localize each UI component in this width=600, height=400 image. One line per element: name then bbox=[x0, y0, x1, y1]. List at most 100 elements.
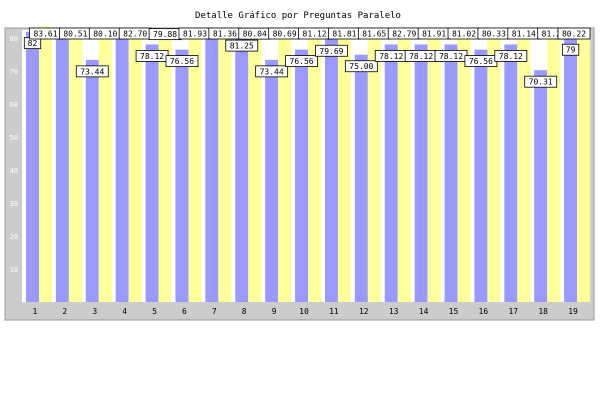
x-axis-labels: 1 2 3 4 5 6 7 8 9 10 11 12 13 14 15 16 17 18 19 bbox=[33, 307, 579, 316]
svg-text:80.22: 80.22 bbox=[562, 30, 586, 39]
data-label-series1-cat-9: 73.44 bbox=[255, 65, 289, 78]
bar-series2-cat-13 bbox=[397, 29, 411, 302]
data-label-series1-cat-12: 75.00 bbox=[344, 60, 378, 73]
x-tick-label-19: 19 bbox=[568, 307, 578, 316]
data-label-series2-cat-11: 81.81 bbox=[328, 27, 361, 40]
data-label-series2-cat-1: 83.61 bbox=[29, 27, 62, 40]
bars bbox=[26, 26, 591, 303]
bar-series2-cat-12 bbox=[367, 32, 381, 302]
svg-text:80.33: 80.33 bbox=[482, 30, 506, 39]
data-label-series1-cat-10: 76.56 bbox=[285, 55, 318, 67]
svg-text:81.93: 81.93 bbox=[183, 30, 207, 39]
svg-text:81.36: 81.36 bbox=[213, 30, 237, 39]
bar-series1-cat-11 bbox=[324, 39, 338, 302]
data-label-series2-cat-17: 81.14 bbox=[507, 27, 541, 40]
svg-text:81.65: 81.65 bbox=[362, 30, 386, 39]
svg-text:80.51: 80.51 bbox=[63, 30, 87, 39]
svg-text:73.44: 73.44 bbox=[80, 67, 104, 76]
x-tick-label-4: 4 bbox=[122, 307, 127, 316]
x-tick-label-7: 7 bbox=[212, 307, 217, 316]
x-tick-label-13: 13 bbox=[389, 307, 399, 316]
data-labels: 82 73.44 78.12 76.56 81.25 73.44 76.56 79.69 75.… bbox=[23, 27, 591, 88]
x-tick-label-1: 1 bbox=[33, 307, 38, 316]
y-tick-label: 50 bbox=[10, 134, 18, 142]
data-label-series1-cat-19: 79 bbox=[562, 43, 580, 56]
svg-text:81.12: 81.12 bbox=[303, 30, 327, 39]
data-label-series2-cat-6: 81.93 bbox=[178, 27, 212, 40]
y-tick-label: 80 bbox=[10, 35, 18, 43]
data-label-series2-cat-19: 80.22 bbox=[557, 27, 591, 40]
svg-text:79.88: 79.88 bbox=[153, 30, 177, 39]
bar-series1-cat-18 bbox=[534, 70, 548, 302]
svg-text:82.79: 82.79 bbox=[392, 30, 416, 39]
x-tick-label-14: 14 bbox=[419, 307, 429, 316]
bar-series1-cat-7 bbox=[205, 33, 219, 302]
y-axis-ticks: 10 20 30 40 50 60 70 80 bbox=[10, 35, 18, 274]
bar-series2-cat-18 bbox=[547, 34, 561, 302]
svg-text:78.12: 78.12 bbox=[379, 52, 403, 61]
data-label-series2-cat-16: 80.33 bbox=[477, 27, 511, 40]
data-label-series2-cat-12: 81.65 bbox=[357, 27, 391, 40]
svg-text:79.69: 79.69 bbox=[319, 47, 343, 56]
svg-text:80.10: 80.10 bbox=[93, 30, 117, 39]
bar-series1-cat-2 bbox=[55, 34, 69, 302]
svg-text:79: 79 bbox=[566, 46, 576, 55]
x-tick-label-8: 8 bbox=[242, 307, 247, 316]
data-label-series2-cat-14: 81.91 bbox=[417, 27, 451, 40]
data-label-series2-cat-7: 81.36 bbox=[208, 27, 242, 40]
svg-text:81.91: 81.91 bbox=[422, 30, 446, 39]
data-label-series2-cat-15: 81.02 bbox=[447, 27, 481, 40]
svg-text:81.81: 81.81 bbox=[332, 30, 356, 39]
y-tick-label: 10 bbox=[10, 266, 18, 274]
bar-series2-cat-4 bbox=[128, 29, 142, 302]
data-label-series2-cat-13: 82.79 bbox=[387, 27, 421, 40]
bar-series2-cat-1 bbox=[39, 26, 52, 303]
svg-text:76.56: 76.56 bbox=[170, 57, 194, 66]
bar-series1-cat-8 bbox=[235, 34, 249, 302]
data-label-series1-cat-6: 76.56 bbox=[165, 55, 199, 67]
data-label-series2-cat-2: 80.51 bbox=[58, 27, 92, 40]
svg-text:73.44: 73.44 bbox=[260, 67, 284, 76]
x-tick-label-6: 6 bbox=[182, 307, 187, 316]
bar-series1-cat-5 bbox=[145, 44, 159, 302]
data-label-series1-cat-15: 78.12 bbox=[434, 50, 468, 62]
bar-series1-cat-14 bbox=[414, 44, 428, 302]
x-tick-label-17: 17 bbox=[508, 307, 518, 316]
bar-series1-cat-1 bbox=[26, 31, 39, 302]
y-tick-label: 20 bbox=[10, 233, 18, 241]
svg-text:78.12: 78.12 bbox=[439, 52, 463, 61]
data-label-series1-cat-17: 78.12 bbox=[494, 50, 528, 62]
data-label-series1-cat-5: 78.12 bbox=[135, 50, 169, 62]
bar-series2-cat-7 bbox=[218, 33, 232, 302]
bar-series2-cat-3 bbox=[98, 37, 112, 303]
svg-text:81.02: 81.02 bbox=[452, 30, 476, 39]
bar-series1-cat-17 bbox=[504, 44, 518, 302]
svg-text:80.69: 80.69 bbox=[273, 30, 297, 39]
x-tick-label-18: 18 bbox=[538, 307, 548, 316]
bar-series2-cat-6 bbox=[188, 31, 202, 302]
svg-text:81.25: 81.25 bbox=[542, 30, 566, 39]
svg-text:82: 82 bbox=[28, 39, 38, 48]
bar-series1-cat-15 bbox=[444, 44, 458, 302]
bar-series2-cat-2 bbox=[68, 36, 82, 302]
x-tick-label-5: 5 bbox=[152, 307, 157, 316]
data-label-series1-cat-18: 70.31 bbox=[524, 75, 558, 88]
bar-series1-cat-3 bbox=[85, 59, 99, 302]
svg-text:78.12: 78.12 bbox=[409, 52, 433, 61]
bar-series1-cat-12 bbox=[354, 54, 368, 303]
bar-series2-cat-14 bbox=[427, 31, 441, 302]
bar-series1-cat-10 bbox=[295, 49, 309, 302]
svg-text:78.12: 78.12 bbox=[499, 52, 523, 61]
svg-text:75.00: 75.00 bbox=[349, 62, 373, 71]
x-tick-label-16: 16 bbox=[479, 307, 489, 316]
bar-series1-cat-16 bbox=[474, 49, 488, 302]
bar-series2-cat-5 bbox=[158, 38, 172, 302]
svg-text:76.56: 76.56 bbox=[469, 57, 493, 66]
bar-series1-cat-6 bbox=[175, 49, 189, 302]
data-label-series2-cat-9: 80.69 bbox=[268, 27, 302, 40]
bar-series2-cat-8 bbox=[248, 38, 262, 303]
y-tick-label: 70 bbox=[10, 68, 18, 76]
data-label-series1-cat-14: 78.12 bbox=[404, 50, 438, 62]
svg-text:81.25: 81.25 bbox=[230, 42, 254, 51]
